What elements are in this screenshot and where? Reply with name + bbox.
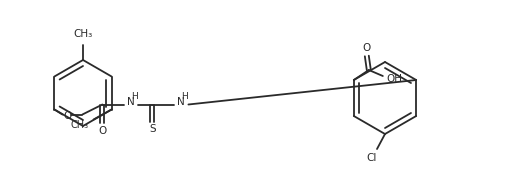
Text: N: N [176,98,184,108]
Text: H: H [131,92,137,101]
Text: S: S [149,124,156,135]
Text: OH: OH [386,74,402,84]
Text: CH₃: CH₃ [70,121,88,131]
Text: Cl: Cl [366,153,376,163]
Text: N: N [126,98,134,108]
Text: O: O [63,112,71,122]
Text: O: O [362,43,370,53]
Text: O: O [98,126,107,136]
Text: CH₃: CH₃ [73,29,92,39]
Text: H: H [181,92,187,101]
